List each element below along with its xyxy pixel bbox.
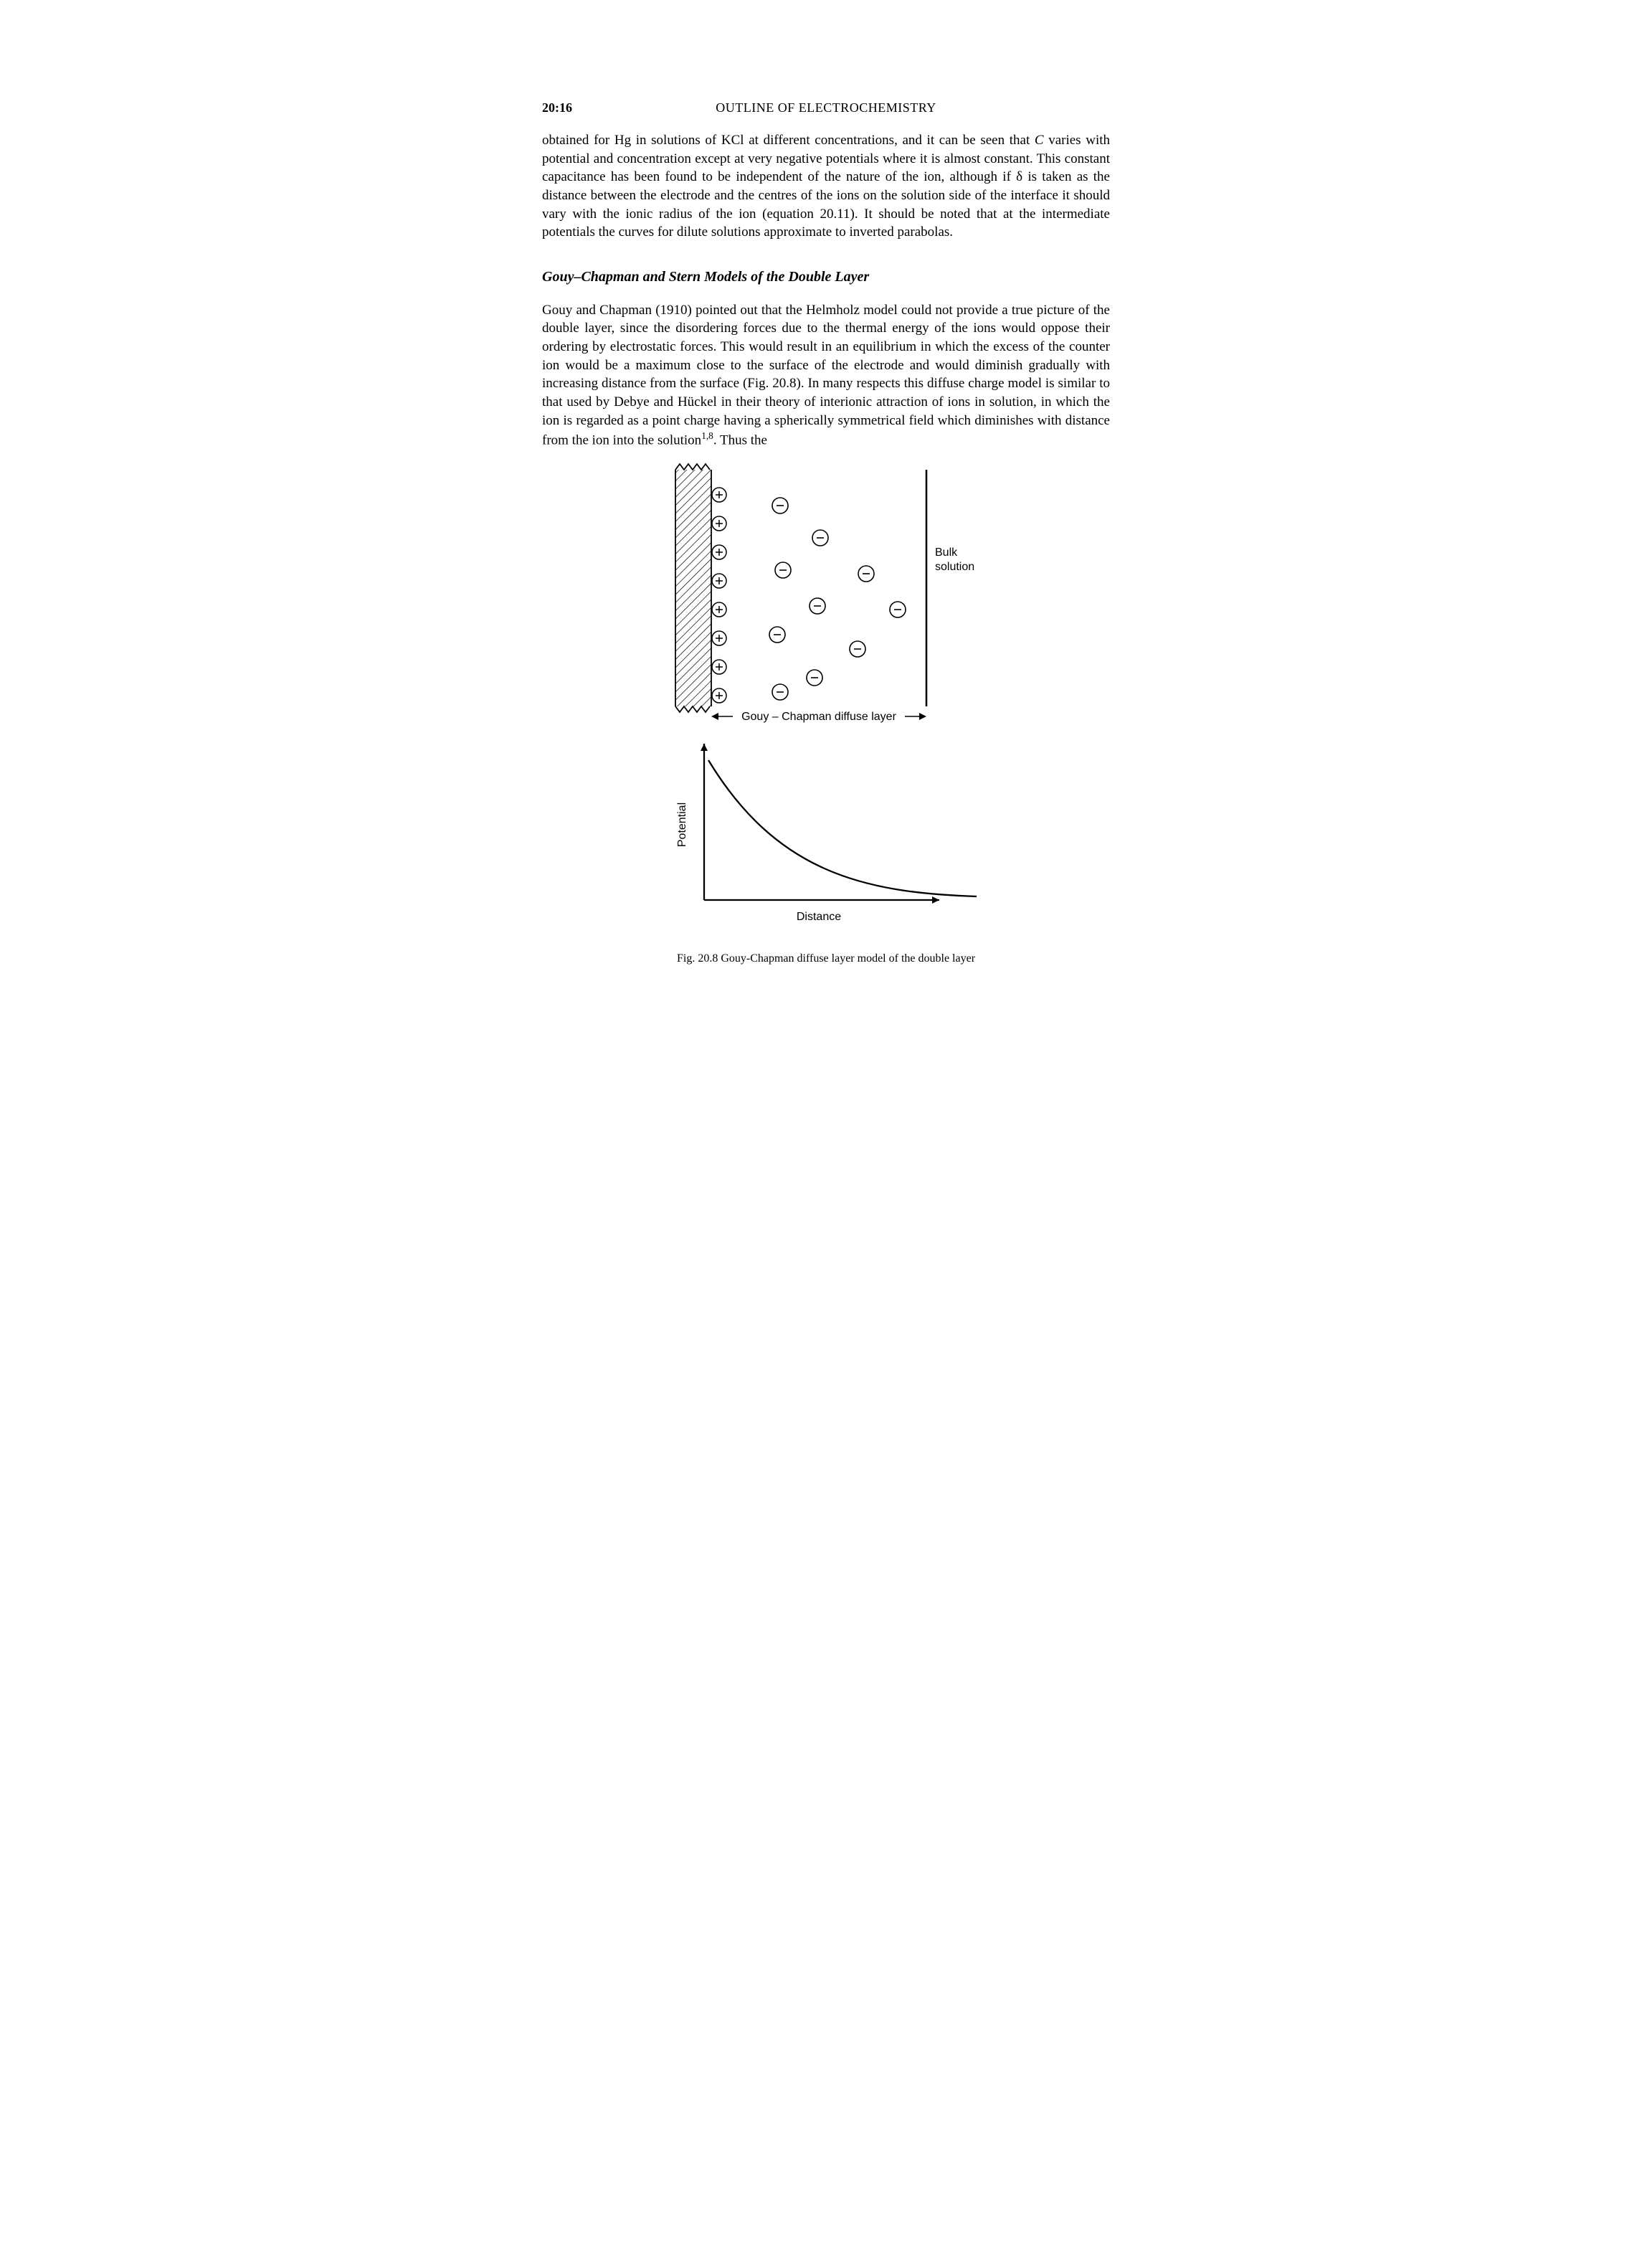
running-header: 20:16 OUTLINE OF ELECTROCHEMISTRY: [542, 100, 1110, 115]
figure-20-8: solution Bulk Gouy – Chapman diffuse layer…: [542, 463, 1110, 965]
figure-caption: Fig. 20.8 Gouy-Chapman diffuse layer mod…: [542, 952, 1110, 965]
page-number: 20:16: [542, 100, 642, 115]
svg-text:Distance: Distance: [797, 911, 841, 923]
page: 20:16 OUTLINE OF ELECTROCHEMISTRY obtain…: [413, 0, 1239, 1037]
svg-text:Gouy – Chapman diffuse layer: Gouy – Chapman diffuse layer: [741, 711, 897, 723]
svg-text:Potential: Potential: [676, 802, 688, 847]
paragraph-1: obtained for Hg in solutions of KCl at d…: [542, 131, 1110, 242]
section-heading: Gouy–Chapman and Stern Models of the Dou…: [542, 269, 1110, 285]
svg-text:solution: solution: [935, 561, 974, 573]
svg-text:Bulk: Bulk: [935, 546, 958, 559]
paragraph-2: Gouy and Chapman (1910) pointed out that…: [542, 301, 1110, 450]
running-title: OUTLINE OF ELECTROCHEMISTRY: [642, 100, 1010, 115]
figure-svg: solution Bulk Gouy – Chapman diffuse layer…: [661, 463, 991, 936]
